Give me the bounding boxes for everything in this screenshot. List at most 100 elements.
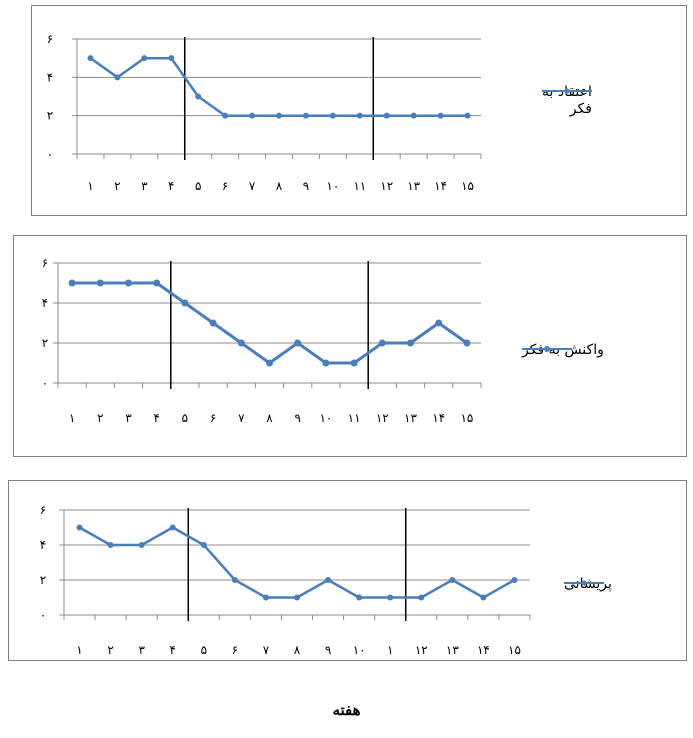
legend-label-belief-line2: فکر — [569, 101, 592, 117]
x-tick-label: ۸ — [276, 179, 283, 193]
x-tick-label: ۱۵ — [460, 411, 473, 425]
data-point — [231, 577, 238, 583]
data-point — [76, 524, 83, 531]
x-tick-label: ۱۳ — [446, 643, 459, 657]
x-tick-label: ۲ — [97, 411, 103, 425]
y-tick-label: ۰ — [40, 608, 46, 622]
y-tick-label: ۰ — [42, 376, 48, 390]
series-line — [89, 56, 468, 117]
data-point — [350, 359, 358, 367]
x-tick-label: ۱۴ — [477, 643, 490, 657]
y-tick-label: ۶ — [40, 503, 46, 517]
x-tick-label: ۱ — [69, 411, 75, 425]
data-point — [107, 542, 114, 548]
x-tick-label: ۷ — [249, 179, 256, 193]
x-tick-label: ۳ — [125, 411, 132, 425]
data-point — [141, 55, 148, 62]
x-tick-label: ۱۲ — [415, 643, 428, 657]
x-tick-label: ۱۳ — [407, 179, 420, 193]
data-point — [449, 577, 456, 583]
data-point — [168, 55, 175, 62]
data-point — [511, 577, 518, 583]
legend-swatch-distress — [564, 580, 604, 586]
data-point — [407, 339, 414, 347]
x-tick-label: ۱۵ — [461, 179, 474, 193]
data-point — [294, 594, 300, 601]
legend-reaction: واکنش به فکر — [522, 342, 604, 359]
x-tick-label: ۴ — [153, 411, 159, 425]
x-tick-label: ۱۱ — [353, 179, 366, 193]
data-point — [237, 339, 245, 347]
data-point — [294, 339, 302, 347]
data-point — [68, 279, 76, 287]
series-line — [78, 526, 516, 599]
legend-distress: پریشانی — [564, 576, 612, 593]
series-line — [72, 281, 468, 365]
x-tick-label: ۱۲ — [376, 411, 389, 425]
x-tick-label: ۹ — [294, 411, 300, 425]
legend-swatch-belief — [542, 88, 592, 94]
legend-belief: اعتقاد به فکر — [542, 84, 592, 118]
x-tick-label: ۱۰ — [326, 179, 339, 193]
x-tick-label: ۵ — [182, 411, 188, 425]
y-tick-label: ۴ — [42, 296, 48, 310]
data-point — [325, 577, 332, 583]
data-point — [114, 74, 121, 81]
data-point — [169, 524, 176, 531]
x-tick-label: ۶ — [210, 411, 216, 425]
x-tick-label: ۹ — [325, 643, 331, 657]
x-tick-label: ۲ — [114, 179, 120, 193]
y-tick-label: ۶ — [42, 256, 48, 270]
data-point — [209, 319, 217, 327]
x-tick-label: ۱۱ — [348, 411, 361, 425]
x-tick-label: ۶ — [222, 179, 228, 193]
y-tick-label: ۰ — [47, 147, 53, 161]
data-point — [378, 339, 386, 347]
x-tick-label: ۳ — [141, 179, 148, 193]
x-tick-label: ۷ — [263, 643, 270, 657]
data-point — [435, 319, 443, 327]
data-point — [437, 112, 444, 119]
data-point — [125, 279, 132, 287]
data-point — [249, 112, 256, 119]
data-point — [480, 594, 487, 601]
y-tick-label: ۴ — [40, 538, 46, 552]
data-point — [329, 112, 336, 119]
data-point — [464, 112, 471, 119]
x-tick-label: ۱۰ — [353, 643, 366, 657]
y-tick-label: ۲ — [47, 109, 53, 123]
x-tick-label: ۱۳ — [404, 411, 417, 425]
data-point — [356, 112, 363, 119]
x-tick-label: ۴ — [170, 643, 176, 657]
data-point — [322, 359, 330, 367]
data-point — [153, 279, 161, 287]
x-tick-label: ۱۴ — [434, 179, 447, 193]
data-point — [276, 112, 282, 119]
data-point — [222, 112, 229, 119]
x-tick-label: ۸ — [266, 411, 273, 425]
x-tick-label: ۱۵ — [508, 643, 521, 657]
x-tick-label: ۵ — [201, 643, 207, 657]
x-tick-label: ۶ — [232, 643, 238, 657]
x-tick-label: ۱ — [387, 643, 393, 657]
x-tick-label: ۱۲ — [380, 179, 393, 193]
legend-swatch-reaction — [522, 346, 572, 352]
data-point — [262, 594, 269, 601]
data-point — [181, 299, 189, 307]
y-tick-label: ۲ — [40, 573, 46, 587]
data-point — [387, 594, 394, 601]
x-axis-title-week: هفته — [332, 701, 361, 719]
data-point — [410, 112, 417, 119]
x-tick-label: ۳ — [138, 643, 145, 657]
data-point — [356, 594, 363, 601]
x-tick-label: ۲ — [107, 643, 113, 657]
y-tick-label: ۴ — [47, 70, 53, 84]
data-point — [96, 279, 104, 287]
data-point — [138, 542, 145, 548]
x-tick-label: ۷ — [238, 411, 245, 425]
